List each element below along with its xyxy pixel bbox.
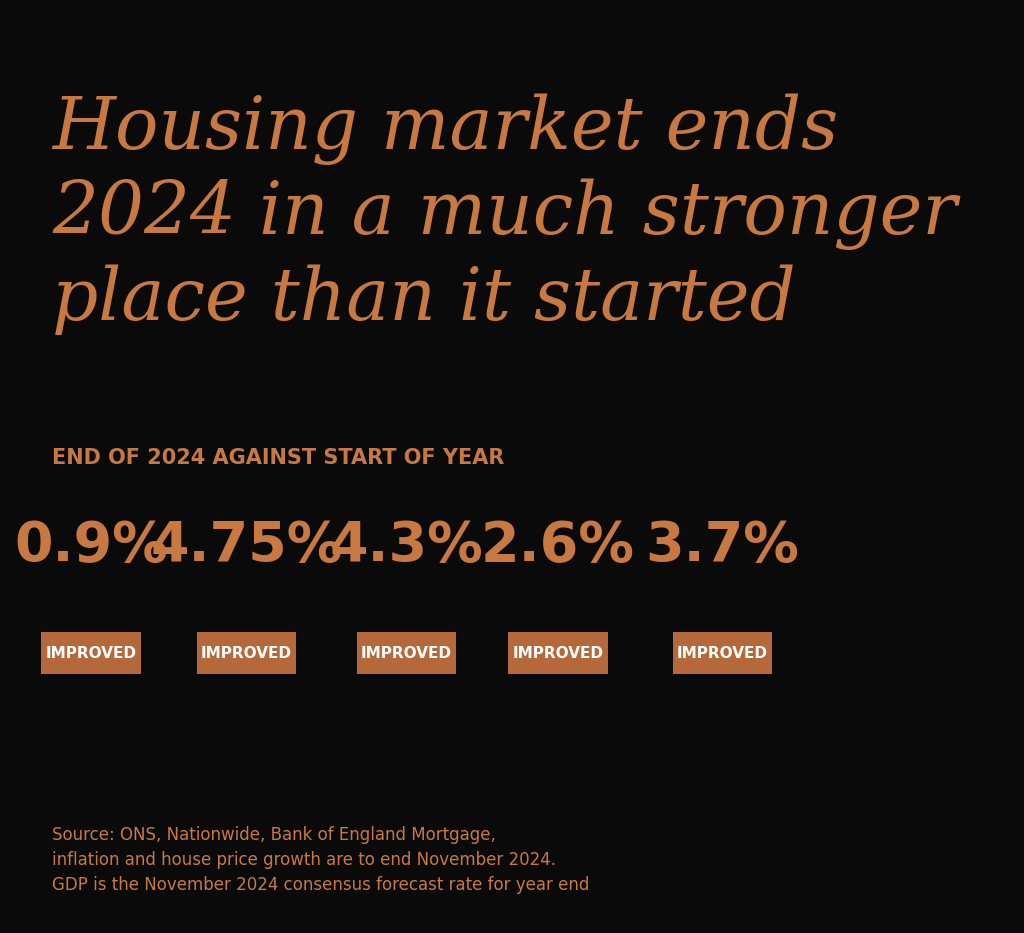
FancyBboxPatch shape <box>41 633 140 674</box>
Text: 2.6%: 2.6% <box>481 519 635 573</box>
FancyBboxPatch shape <box>508 633 607 674</box>
Text: 4.3%: 4.3% <box>330 519 483 573</box>
Text: IMPROVED: IMPROVED <box>201 646 292 661</box>
Text: Source: ONS, Nationwide, Bank of England Mortgage,
inflation and house price gro: Source: ONS, Nationwide, Bank of England… <box>52 826 589 894</box>
Text: IMPROVED: IMPROVED <box>45 646 136 661</box>
FancyBboxPatch shape <box>673 633 772 674</box>
Text: END OF 2024 AGAINST START OF YEAR: END OF 2024 AGAINST START OF YEAR <box>52 448 504 467</box>
FancyBboxPatch shape <box>197 633 296 674</box>
Text: Housing market ends
2024 in a much stronger
place than it started: Housing market ends 2024 in a much stron… <box>52 93 956 335</box>
Text: 3.7%: 3.7% <box>645 519 800 573</box>
Text: IMPROVED: IMPROVED <box>361 646 453 661</box>
Text: 4.75%: 4.75% <box>151 519 343 573</box>
FancyBboxPatch shape <box>356 633 457 674</box>
Text: 0.9%: 0.9% <box>14 519 168 573</box>
Text: IMPROVED: IMPROVED <box>512 646 603 661</box>
Text: IMPROVED: IMPROVED <box>677 646 768 661</box>
